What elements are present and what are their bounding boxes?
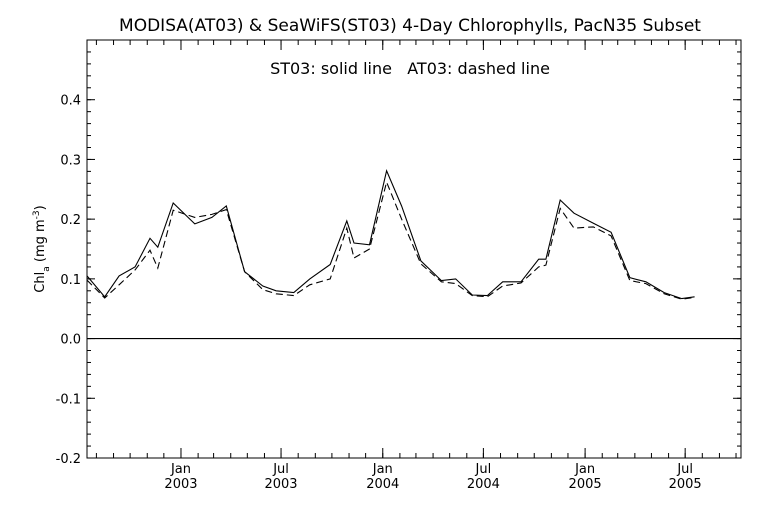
y-tick-label: 0.2	[60, 213, 81, 228]
x-ticks: Jan2003Jul2003Jan2004Jul2004Jan2005Jul20…	[95, 40, 737, 492]
chart-title: MODISA(AT03) & SeaWiFS(ST03) 4-Day Chlor…	[119, 16, 701, 36]
y-axis-label-text: Chla (mg m-3)	[32, 205, 52, 292]
y-tick-label: -0.2	[56, 452, 81, 467]
series-line-at03	[86, 180, 695, 300]
x-tick-month-label: Jan	[372, 462, 393, 477]
x-tick-year-label: 2005	[569, 477, 602, 492]
x-tick-year-label: 2003	[264, 477, 297, 492]
x-tick-year-label: 2004	[467, 477, 500, 492]
plot-frame	[86, 39, 742, 459]
y-tick-label: 0.4	[60, 94, 81, 109]
series-group	[86, 169, 695, 300]
legend-annotation: ST03: solid line AT03: dashed line	[270, 59, 550, 78]
y-tick-label: -0.1	[56, 392, 81, 407]
x-tick-month-label: Jul	[475, 462, 492, 477]
x-tick-year-label: 2005	[669, 477, 702, 492]
x-tick-year-label: 2004	[366, 477, 399, 492]
series-line-st03	[86, 169, 695, 300]
y-ticks: -0.2 -0.1 0.0 0.1 0.2 0.3 0.4	[56, 39, 741, 467]
x-tick-month-label: Jan	[170, 462, 191, 477]
x-tick-year-label: 2003	[164, 477, 197, 492]
y-tick-label: 0.3	[60, 153, 81, 168]
y-tick-label: 0.0	[60, 333, 81, 348]
y-axis-label: Chla (mg m-3)	[32, 205, 52, 292]
y-tick-label: 0.1	[60, 273, 81, 288]
x-tick-month-label: Jan	[574, 462, 595, 477]
x-tick-month-label: Jul	[676, 462, 693, 477]
x-tick-month-label: Jul	[272, 462, 289, 477]
